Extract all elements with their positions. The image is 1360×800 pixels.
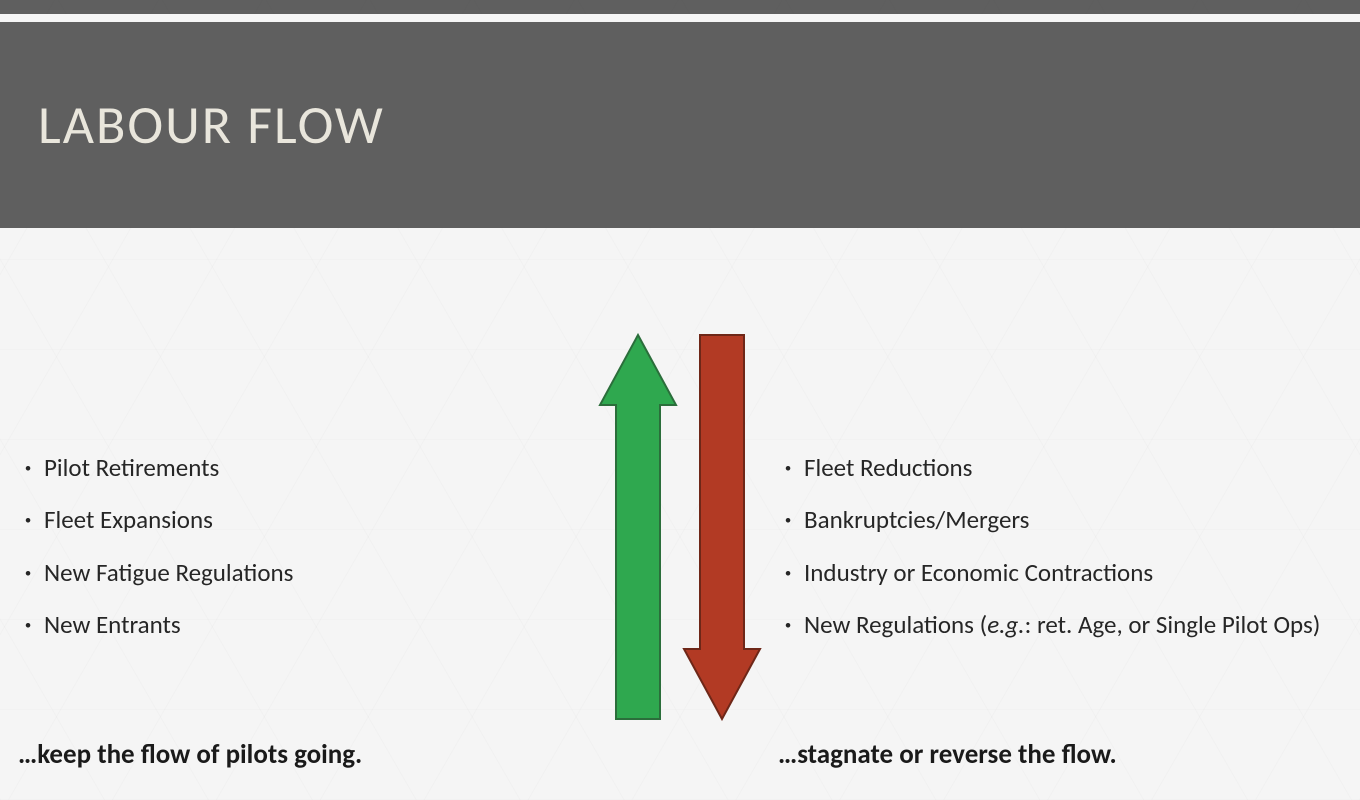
slide-header: LABOUR FLOW (0, 14, 1360, 228)
left-column: Pilot Retirements Fleet Expansions New F… (18, 450, 478, 659)
list-item: Bankruptcies/Mergers (778, 502, 1348, 538)
list-item-eg: e.g. (987, 609, 1024, 640)
slide-title: LABOUR FLOW (38, 92, 385, 158)
list-item: Fleet Reductions (778, 450, 1348, 486)
list-item: Fleet Expansions (18, 502, 478, 538)
list-item: Pilot Retirements (18, 450, 478, 486)
list-item: New Fatigue Regulations (18, 555, 478, 591)
left-factors-list: Pilot Retirements Fleet Expansions New F… (18, 450, 478, 643)
list-item: New Entrants (18, 607, 478, 643)
slide-content: Pilot Retirements Fleet Expansions New F… (0, 228, 1360, 800)
right-caption: …stagnate or reverse the flow. (778, 738, 1117, 771)
list-item: Industry or Economic Contractions (778, 555, 1348, 591)
arrow-group (598, 333, 762, 721)
right-column: Fleet Reductions Bankruptcies/Mergers In… (778, 450, 1348, 659)
left-caption: …keep the flow of pilots going. (18, 738, 362, 771)
list-item-text-suffix: : ret. Age, or Single Pilot Ops) (1025, 609, 1321, 640)
list-item-text-prefix: New Regulations ( (804, 609, 987, 640)
up-arrow-icon (598, 333, 678, 721)
right-factors-list: Fleet Reductions Bankruptcies/Mergers In… (778, 450, 1348, 643)
down-arrow-icon (682, 333, 762, 721)
top-strip (0, 0, 1360, 14)
list-item: New Regulations (e.g.: ret. Age, or Sing… (778, 607, 1348, 643)
